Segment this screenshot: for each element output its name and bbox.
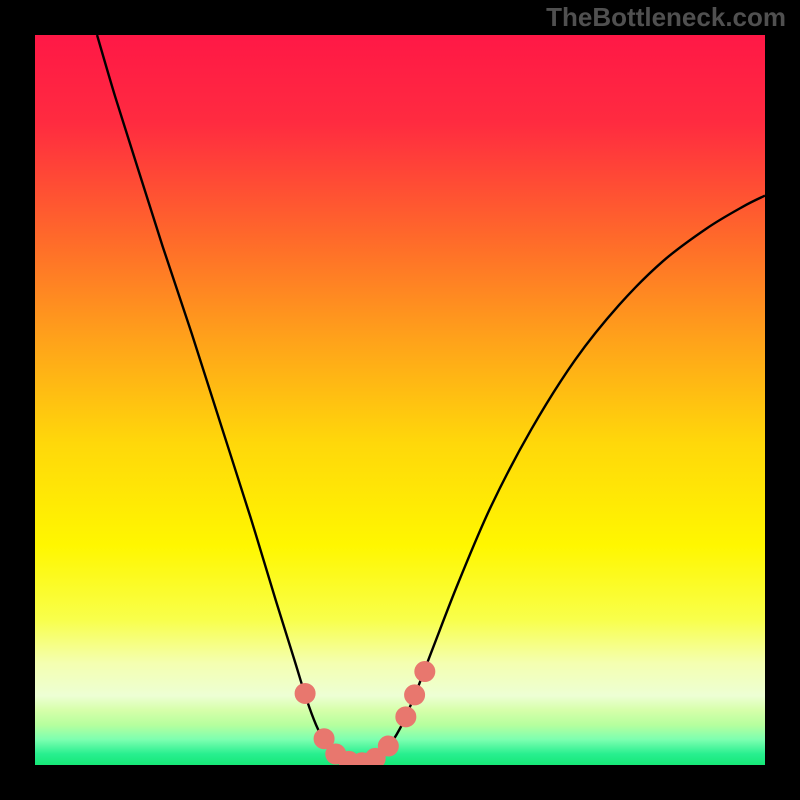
watermark-text: TheBottleneck.com [546,2,786,33]
plot-area [35,35,765,765]
chart-frame: TheBottleneck.com [0,0,800,800]
